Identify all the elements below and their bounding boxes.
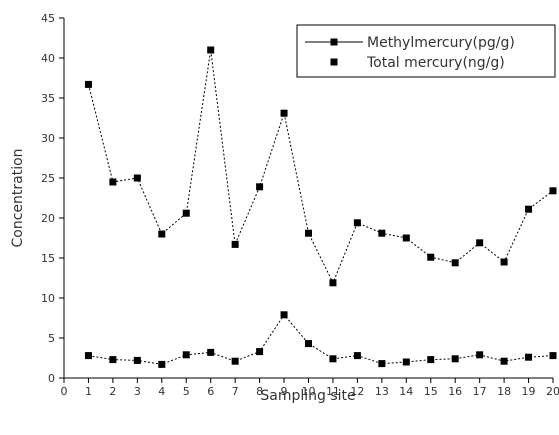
x-tick-label: 8 — [256, 385, 263, 398]
x-tick-label: 7 — [232, 385, 239, 398]
legend: Methylmercury(pg/g) Total mercury(ng/g) — [296, 24, 556, 78]
x-axis-title: Sampling site — [260, 388, 355, 404]
series-line-methylmercury — [88, 49, 554, 285]
x-tick-label: 16 — [448, 385, 462, 398]
y-tick-label: 20 — [41, 212, 55, 225]
series-line-total-mercury — [88, 313, 554, 365]
x-tick-label: 1 — [85, 385, 92, 398]
data-point-methylmercury — [109, 178, 117, 186]
y-tick-label: 0 — [48, 372, 55, 385]
data-point-methylmercury — [500, 258, 508, 266]
x-tick-label: 9 — [281, 385, 288, 398]
x-tick-label: 13 — [375, 385, 389, 398]
data-point-total-mercury — [207, 348, 215, 356]
x-tick-label: 4 — [158, 385, 165, 398]
x-tick-label: 18 — [497, 385, 511, 398]
data-point-total-mercury — [353, 352, 361, 360]
plot-area: 0 1 2 3 4 5 6 7 8 9 10 11 12 13 14 15 16 17 18 19 2005101520… — [41, 12, 559, 398]
y-tick-label: 35 — [41, 92, 55, 105]
data-point-total-mercury — [476, 351, 484, 359]
x-tick-label: 20 — [546, 385, 559, 398]
data-point-methylmercury — [256, 183, 264, 191]
data-point-total-mercury — [427, 356, 435, 364]
data-point-total-mercury — [280, 311, 288, 319]
data-point-methylmercury — [280, 109, 288, 117]
y-tick-label: 10 — [41, 292, 55, 305]
x-tick-label: 10 — [302, 385, 316, 398]
data-point-methylmercury — [549, 187, 557, 195]
data-point-methylmercury — [182, 209, 190, 217]
data-point-total-mercury — [182, 351, 190, 359]
data-point-methylmercury — [305, 229, 312, 237]
data-point-methylmercury — [402, 234, 410, 242]
data-point-methylmercury — [231, 240, 239, 248]
legend-box — [296, 24, 556, 78]
data-point-total-mercury — [109, 356, 117, 364]
x-tick-label: 5 — [183, 385, 190, 398]
data-point-methylmercury — [525, 205, 533, 213]
y-tick-label: 5 — [48, 332, 55, 345]
legend-label-total-mercury: Total mercury(ng/g) — [366, 55, 505, 71]
data-point-methylmercury — [84, 80, 92, 88]
legend-marker-total-mercury — [330, 58, 338, 66]
data-point-total-mercury — [451, 355, 459, 363]
x-tick-label: 14 — [399, 385, 413, 398]
legend-marker-methylmercury — [330, 38, 338, 46]
x-tick-label: 12 — [350, 385, 364, 398]
y-tick-label: 30 — [41, 132, 55, 145]
x-tick-label: 17 — [473, 385, 487, 398]
data-point-total-mercury — [525, 353, 533, 361]
data-point-total-mercury — [231, 357, 239, 365]
x-tick-label: 3 — [134, 385, 141, 398]
data-point-methylmercury — [207, 46, 215, 54]
x-tick-label: 19 — [522, 385, 536, 398]
x-tick-label: 11 — [326, 385, 340, 398]
data-point-methylmercury — [329, 279, 337, 287]
x-tick-label: 15 — [424, 385, 438, 398]
data-point-total-mercury — [402, 358, 410, 366]
data-point-total-mercury — [256, 348, 264, 356]
y-tick-label: 45 — [41, 12, 55, 25]
y-tick-label: 40 — [41, 52, 55, 65]
data-point-total-mercury — [133, 356, 141, 364]
data-point-methylmercury — [353, 219, 361, 227]
legend-label-methylmercury: Methylmercury(pg/g) — [367, 35, 515, 51]
y-axis-title: Concentration — [10, 148, 26, 247]
data-point-methylmercury — [133, 174, 141, 182]
x-tick-label: 2 — [109, 385, 116, 398]
data-point-total-mercury — [500, 357, 508, 365]
y-tick-label: 15 — [41, 252, 55, 265]
data-point-total-mercury — [549, 352, 557, 360]
x-tick-label: 0 — [61, 385, 68, 398]
data-point-methylmercury — [158, 230, 166, 238]
data-point-total-mercury — [378, 360, 386, 368]
data-point-total-mercury — [158, 360, 166, 368]
data-point-total-mercury — [329, 355, 337, 363]
data-point-total-mercury — [305, 340, 312, 348]
data-point-methylmercury — [427, 253, 435, 261]
x-tick-label: 6 — [207, 385, 214, 398]
data-point-total-mercury — [84, 352, 92, 360]
data-point-methylmercury — [378, 229, 386, 237]
data-point-methylmercury — [451, 259, 459, 267]
data-point-methylmercury — [476, 239, 484, 247]
y-tick-label: 25 — [41, 172, 55, 185]
